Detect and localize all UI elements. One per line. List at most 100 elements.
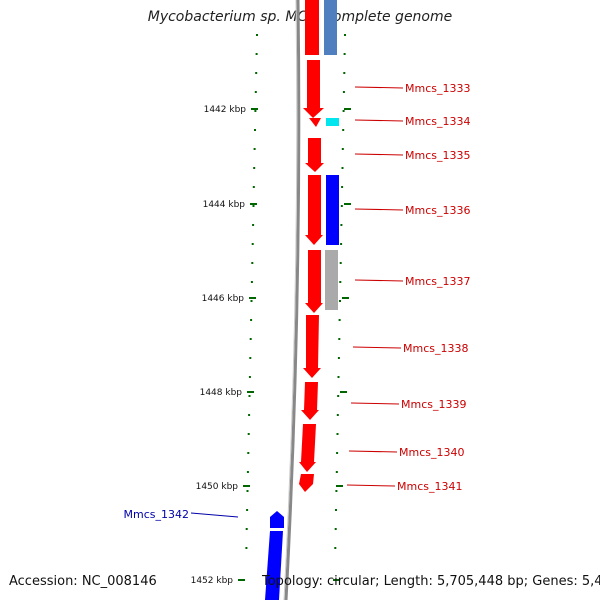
minor-tick-inner — [250, 300, 253, 302]
minor-tick-inner — [253, 148, 256, 150]
tick-label: 1448 kbp — [200, 388, 243, 398]
tick-marks: 1442 kbp 1444 kbp 1446 kbp 1448 kbp 1450 kbp… — [191, 34, 351, 586]
feature-mmcs-1333[interactable] — [303, 60, 324, 118]
accession-text: Accession: NC_008146 — [9, 574, 157, 589]
minor-tick-outer — [335, 471, 338, 473]
minor-tick-inner — [248, 395, 251, 397]
minor-tick-inner — [255, 53, 258, 55]
feature-mmcs-1340[interactable] — [299, 424, 316, 472]
minor-tick-inner — [246, 490, 249, 492]
gene-label[interactable]: Mmcs_1339 — [401, 398, 466, 411]
minor-tick-outer — [336, 452, 339, 454]
minor-tick-outer — [338, 319, 341, 321]
minor-tick-outer — [337, 376, 340, 378]
minor-tick-outer — [339, 281, 342, 283]
minor-tick-outer — [336, 414, 339, 416]
feature-mmcs-1342-body[interactable] — [265, 531, 283, 600]
feature-mmcs-1342-head[interactable] — [270, 511, 284, 528]
minor-tick-outer — [334, 528, 337, 530]
minor-tick-inner — [252, 186, 255, 188]
minor-tick-outer — [338, 338, 341, 340]
gene-label-leader — [190, 512, 239, 518]
gene-label-leader — [354, 208, 404, 211]
minor-tick-outer — [344, 34, 346, 36]
minor-tick-outer — [337, 357, 340, 359]
minor-tick-outer — [336, 433, 339, 435]
minor-tick-inner — [254, 110, 257, 112]
gene-label-leader — [348, 450, 398, 453]
minor-tick-outer — [341, 148, 344, 150]
gene-label-leader — [354, 119, 404, 122]
minor-tick-outer — [342, 129, 345, 131]
major-tick-outer — [344, 108, 351, 110]
major-tick — [247, 391, 254, 393]
gene-labels: Mmcs_1333 Mmcs_1334 Mmcs_1335 Mmcs_1336 Mmcs… — [124, 82, 471, 521]
minor-tick-outer — [342, 110, 345, 112]
major-tick — [251, 108, 258, 110]
feature-top-red[interactable] — [305, 0, 319, 55]
minor-tick-outer — [334, 547, 337, 549]
genome-summary-text: Topology: circular; Length: 5,705,448 bp… — [262, 574, 600, 589]
feature-mmcs-1341[interactable] — [299, 474, 314, 492]
gene-label[interactable]: Mmcs_1333 — [405, 82, 470, 95]
major-tick-outer — [336, 485, 343, 487]
feature-gray-block[interactable] — [325, 250, 338, 310]
minor-tick-outer — [341, 167, 344, 169]
gene-label-leader — [354, 279, 404, 282]
minor-tick-inner — [245, 547, 248, 549]
minor-tick-outer — [335, 490, 338, 492]
gene-label[interactable]: Mmcs_1340 — [399, 446, 464, 459]
gene-label[interactable]: Mmcs_1334 — [405, 115, 470, 128]
gene-label[interactable]: Mmcs_1336 — [405, 204, 470, 217]
genome-backbone-highlight — [283, 0, 298, 600]
gene-label[interactable]: Mmcs_1338 — [403, 342, 468, 355]
tick-label: 1444 kbp — [203, 200, 246, 210]
minor-tick-outer — [340, 224, 343, 226]
minor-tick-inner — [256, 34, 258, 36]
feature-blue-block[interactable] — [326, 175, 339, 245]
minor-tick-outer — [339, 262, 342, 264]
feature-mmcs-1335[interactable] — [305, 138, 324, 172]
feature-rna-cyan[interactable] — [326, 118, 339, 126]
gene-label[interactable]: Mmcs_1342 — [124, 508, 189, 521]
tick-label: 1450 kbp — [196, 482, 239, 492]
minor-tick-inner — [249, 357, 252, 359]
reverse-feature-track — [265, 511, 284, 600]
gene-label-leader — [346, 484, 396, 487]
minor-tick-inner — [252, 224, 255, 226]
tick-label: 1446 kbp — [202, 294, 245, 304]
gene-label-leader — [354, 86, 404, 89]
gene-label[interactable]: Mmcs_1341 — [397, 480, 462, 493]
minor-tick-outer — [343, 53, 346, 55]
major-tick-outer — [344, 203, 351, 205]
feature-mmcs-1338[interactable] — [303, 315, 321, 378]
feature-top-blue[interactable] — [324, 0, 337, 55]
minor-tick-inner — [254, 91, 257, 93]
tick-label: 1442 kbp — [204, 105, 247, 115]
minor-tick-inner — [246, 471, 249, 473]
major-tick — [238, 579, 245, 581]
major-tick — [250, 203, 257, 205]
feature-mmcs-1337[interactable] — [305, 250, 323, 313]
genome-backbone — [284, 0, 301, 600]
major-tick-outer — [342, 297, 349, 299]
feature-mmcs-1336[interactable] — [305, 175, 323, 245]
minor-tick-inner — [245, 528, 248, 530]
gene-label[interactable]: Mmcs_1335 — [405, 149, 470, 162]
minor-tick-outer — [337, 395, 340, 397]
feature-mmcs-1334[interactable] — [309, 118, 321, 127]
minor-tick-inner — [250, 281, 253, 283]
minor-tick-inner — [252, 205, 255, 207]
minor-tick-inner — [246, 509, 249, 511]
feature-mmcs-1339[interactable] — [301, 382, 319, 420]
minor-tick-outer — [342, 91, 345, 93]
minor-tick-inner — [248, 414, 251, 416]
gene-label-leader — [352, 346, 402, 349]
major-tick — [243, 485, 250, 487]
gene-label[interactable]: Mmcs_1337 — [405, 275, 470, 288]
minor-tick-outer — [335, 509, 337, 511]
minor-tick-inner — [251, 262, 254, 264]
minor-tick-inner — [250, 319, 253, 321]
minor-tick-inner — [255, 72, 258, 74]
